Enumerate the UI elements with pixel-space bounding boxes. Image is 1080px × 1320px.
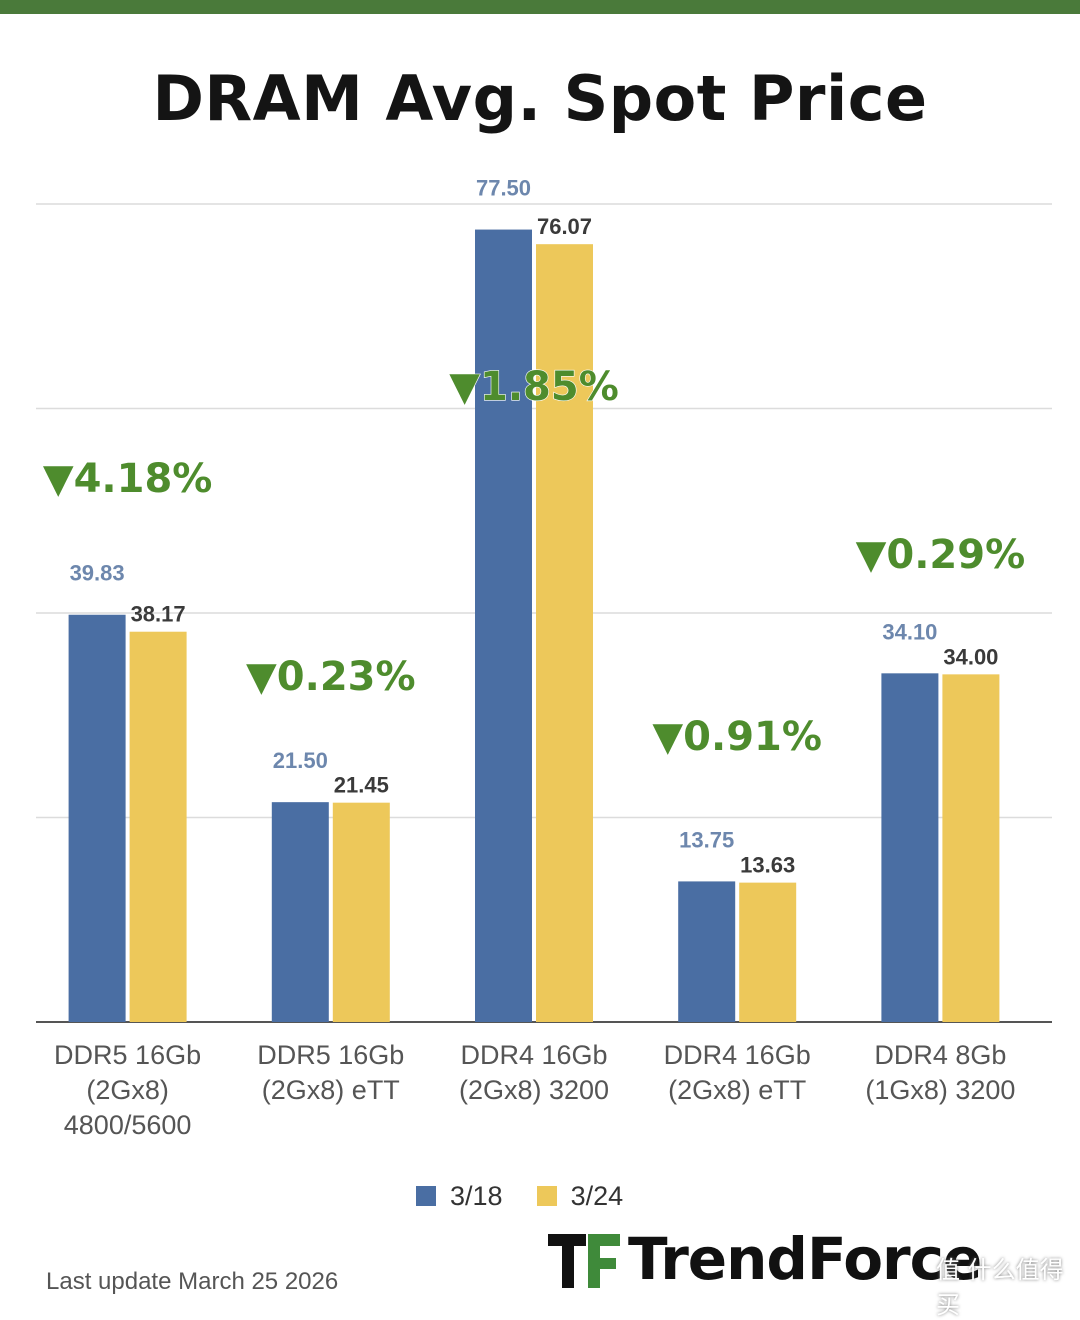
legend-swatch-series-1 bbox=[416, 1186, 436, 1206]
bar-1-4 bbox=[678, 881, 736, 1022]
category-label-1-line-2: (2Gx8) bbox=[86, 1075, 169, 1105]
category-label-5-line-1: DDR4 8Gb bbox=[874, 1040, 1006, 1070]
data-label-2-1: 38.17 bbox=[131, 602, 186, 627]
top-accent-bar bbox=[0, 0, 1080, 14]
legend-label-series-1: 3/18 bbox=[450, 1180, 503, 1211]
bar-2-1 bbox=[129, 631, 187, 1022]
change-label-4: ▼0.91% bbox=[652, 714, 822, 760]
bar-2-3 bbox=[536, 244, 593, 1022]
trendforce-logo-icon bbox=[548, 1226, 620, 1288]
legend-item-series-1: 3/18 bbox=[416, 1181, 503, 1212]
change-label-3: ▼1.85% bbox=[449, 364, 619, 410]
change-label-1: ▼4.18% bbox=[43, 456, 213, 502]
data-label-2-2: 21.45 bbox=[334, 773, 389, 798]
logo-text: TrendForce bbox=[628, 1225, 982, 1293]
change-label-5: ▼0.29% bbox=[856, 532, 1026, 578]
bar-2-5 bbox=[942, 674, 1000, 1022]
chart-title: DRAM Avg. Spot Price bbox=[152, 62, 928, 135]
data-label-1-4: 13.75 bbox=[679, 827, 734, 852]
bar-2-2 bbox=[332, 802, 390, 1022]
category-label-4-line-1: DDR4 16Gb bbox=[664, 1040, 811, 1070]
data-label-1-3: 77.50 bbox=[476, 176, 531, 201]
trendforce-logo: TrendForce bbox=[548, 1226, 982, 1292]
data-label-1-5: 34.10 bbox=[882, 619, 937, 644]
bar-1-5 bbox=[881, 673, 939, 1022]
data-label-2-3: 76.07 bbox=[537, 214, 592, 239]
bar-1-1 bbox=[68, 614, 126, 1022]
bar-2-4 bbox=[739, 882, 797, 1022]
category-label-2-line-1: DDR5 16Gb bbox=[257, 1040, 404, 1070]
data-label-1-1: 39.83 bbox=[70, 561, 125, 586]
category-label-1-line-1: DDR5 16Gb bbox=[54, 1040, 201, 1070]
legend: 3/18 3/24 bbox=[416, 1178, 657, 1214]
data-label-1-2: 21.50 bbox=[273, 748, 328, 773]
last-update-note: Last update March 25 2026 bbox=[46, 1268, 339, 1295]
category-label-3-line-2: (2Gx8) 3200 bbox=[459, 1075, 609, 1105]
category-label-1-line-3: 4800/5600 bbox=[64, 1110, 192, 1140]
category-label-4-line-2: (2Gx8) eTT bbox=[668, 1075, 806, 1105]
data-label-2-4: 13.63 bbox=[740, 853, 795, 878]
legend-swatch-series-2 bbox=[536, 1186, 557, 1206]
legend-label-series-2: 3/24 bbox=[570, 1180, 624, 1211]
category-label-5-line-2: (1Gx8) 3200 bbox=[865, 1075, 1015, 1105]
change-label-2: ▼0.23% bbox=[246, 654, 416, 700]
bar-1-3 bbox=[475, 229, 532, 1022]
legend-item-series-2: 3/24 bbox=[536, 1180, 624, 1212]
bar-1-2 bbox=[271, 802, 329, 1022]
watermark: 值 什么值得买 bbox=[936, 1256, 1064, 1319]
category-label-2-line-2: (2Gx8) eTT bbox=[262, 1075, 400, 1105]
data-label-2-5: 34.00 bbox=[943, 644, 998, 669]
category-label-3-line-1: DDR4 16Gb bbox=[460, 1040, 607, 1070]
